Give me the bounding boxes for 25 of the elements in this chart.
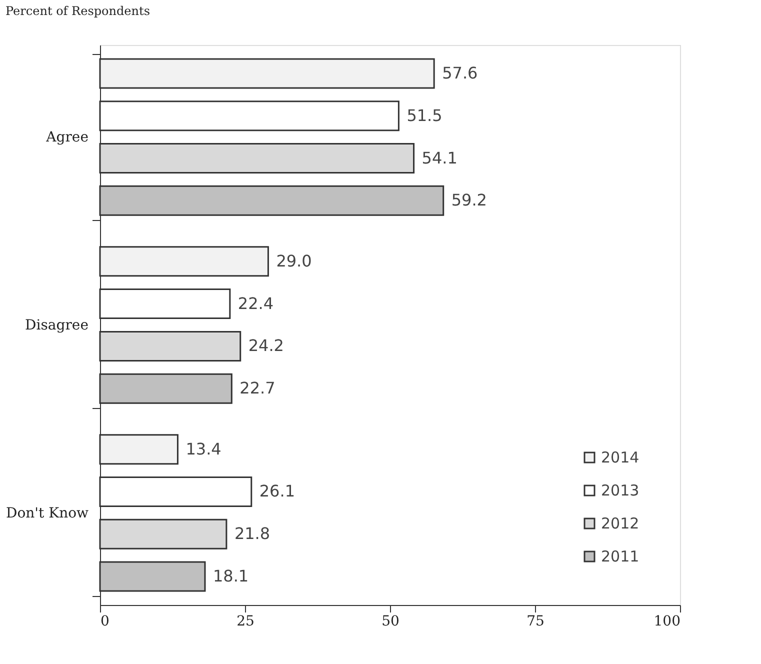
legend-label: 2012 [601,514,640,532]
x-tick-label: 75 [526,614,544,630]
legend-label: 2014 [601,448,640,466]
x-tick-label: 25 [236,614,254,630]
data-label: 51.5 [406,106,442,125]
y-tick-label: Don't Know [6,505,89,522]
data-label: 21.8 [234,524,270,544]
data-label: 24.2 [248,336,284,356]
y-tick-label: Disagree [25,318,88,334]
data-label: 59.2 [451,190,487,210]
x-tick-label: 50 [382,614,400,630]
x-tick-label: 0 [100,614,110,630]
data-label: 57.6 [442,63,478,82]
legend-label: 2013 [601,482,640,500]
data-label: 29.0 [276,251,312,270]
data-label: 54.1 [422,148,458,168]
y-tick-label: Agree [45,130,88,146]
data-label: 26.1 [259,482,296,501]
data-label: 13.4 [186,439,222,458]
data-label: 18.1 [212,566,249,586]
data-label: 22.4 [238,294,274,313]
chart-title: Percent of Respondents [6,4,150,18]
legend-label: 2011 [601,548,640,566]
x-tick-label: 100 [654,614,680,630]
data-label: 22.7 [240,378,276,398]
